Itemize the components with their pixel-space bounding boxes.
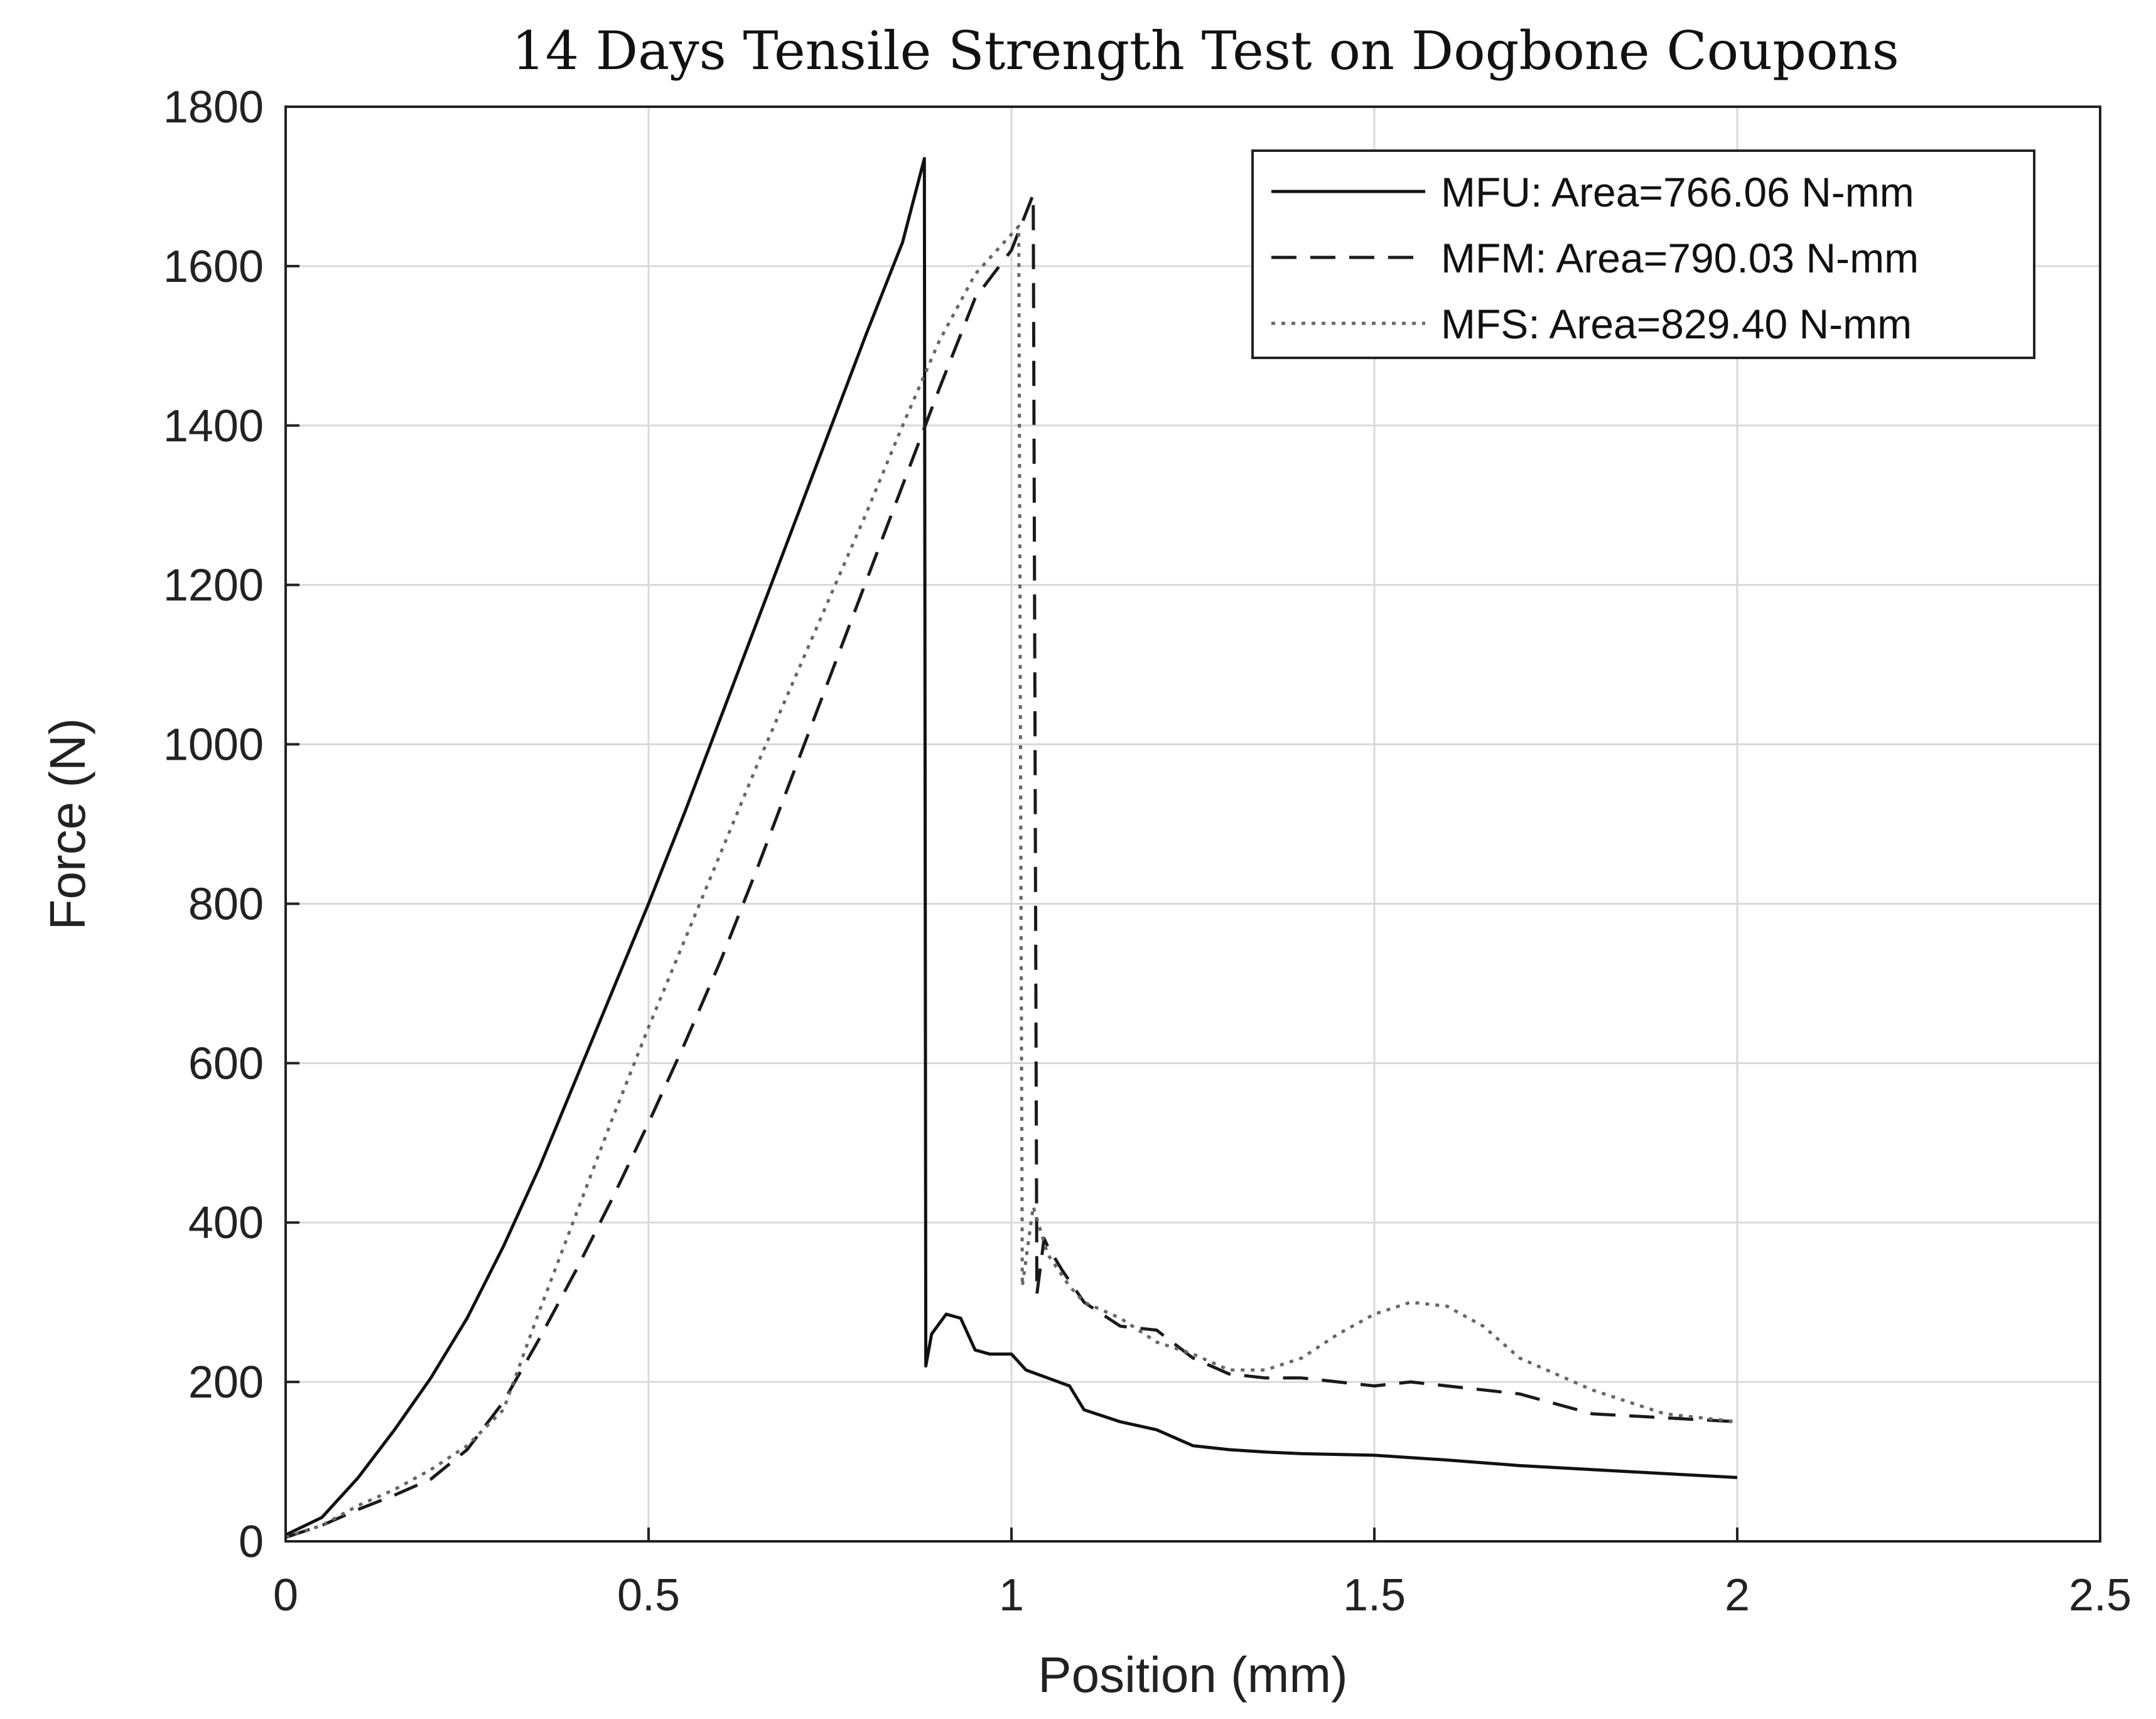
legend: MFU: Area=766.06 N-mm MFM: Area=790.03 N-… — [1251, 149, 2035, 359]
y-tick-label: 1400 — [163, 401, 264, 451]
y-tick-label: 1200 — [163, 561, 264, 611]
series-line-1 — [284, 157, 1738, 1537]
y-tick-label: 600 — [188, 1038, 264, 1089]
x-tick-label: 2.5 — [2069, 1570, 2132, 1620]
legend-label-2: MFM: Area=790.03 N-mm — [1441, 235, 1919, 281]
series-lines — [284, 157, 1738, 1539]
series-line-2 — [285, 193, 1738, 1539]
axis-ticks: 0 0.5 1 1.5 2 2.5 0 200 400 600 800 1000 1200 1400 160… — [163, 82, 2132, 1620]
legend-label-3: MFS: Area=829.40 N-mm — [1441, 301, 1912, 347]
y-tick-label: 1600 — [163, 242, 264, 292]
legend-label-1: MFU: Area=766.06 N-mm — [1441, 169, 1914, 215]
y-tick-label: 400 — [188, 1198, 264, 1248]
legend-items: MFU: Area=766.06 N-mm MFM: Area=790.03 N-… — [1271, 169, 1919, 347]
plot-area — [284, 105, 2101, 1543]
x-tick-label: 1.5 — [1343, 1570, 1406, 1620]
x-tick-label: 1 — [999, 1570, 1024, 1620]
x-tick-label: 0 — [273, 1570, 298, 1620]
y-tick-label: 0 — [239, 1517, 264, 1567]
x-axis-label: Position (mm) — [1038, 1647, 1347, 1703]
x-tick-label: 2 — [1725, 1570, 1750, 1620]
y-axis-label: Force (N) — [40, 718, 95, 930]
chart-title: 14 Days Tensile Strength Test on Dogbone… — [512, 20, 1899, 82]
y-tick-label: 200 — [188, 1357, 264, 1408]
y-tick-label: 1000 — [163, 720, 264, 770]
y-tick-label: 800 — [188, 879, 264, 929]
series-line-3 — [285, 224, 1738, 1539]
y-tick-label: 1800 — [163, 82, 264, 132]
grid — [284, 105, 2101, 1543]
x-tick-label: 0.5 — [617, 1570, 680, 1620]
